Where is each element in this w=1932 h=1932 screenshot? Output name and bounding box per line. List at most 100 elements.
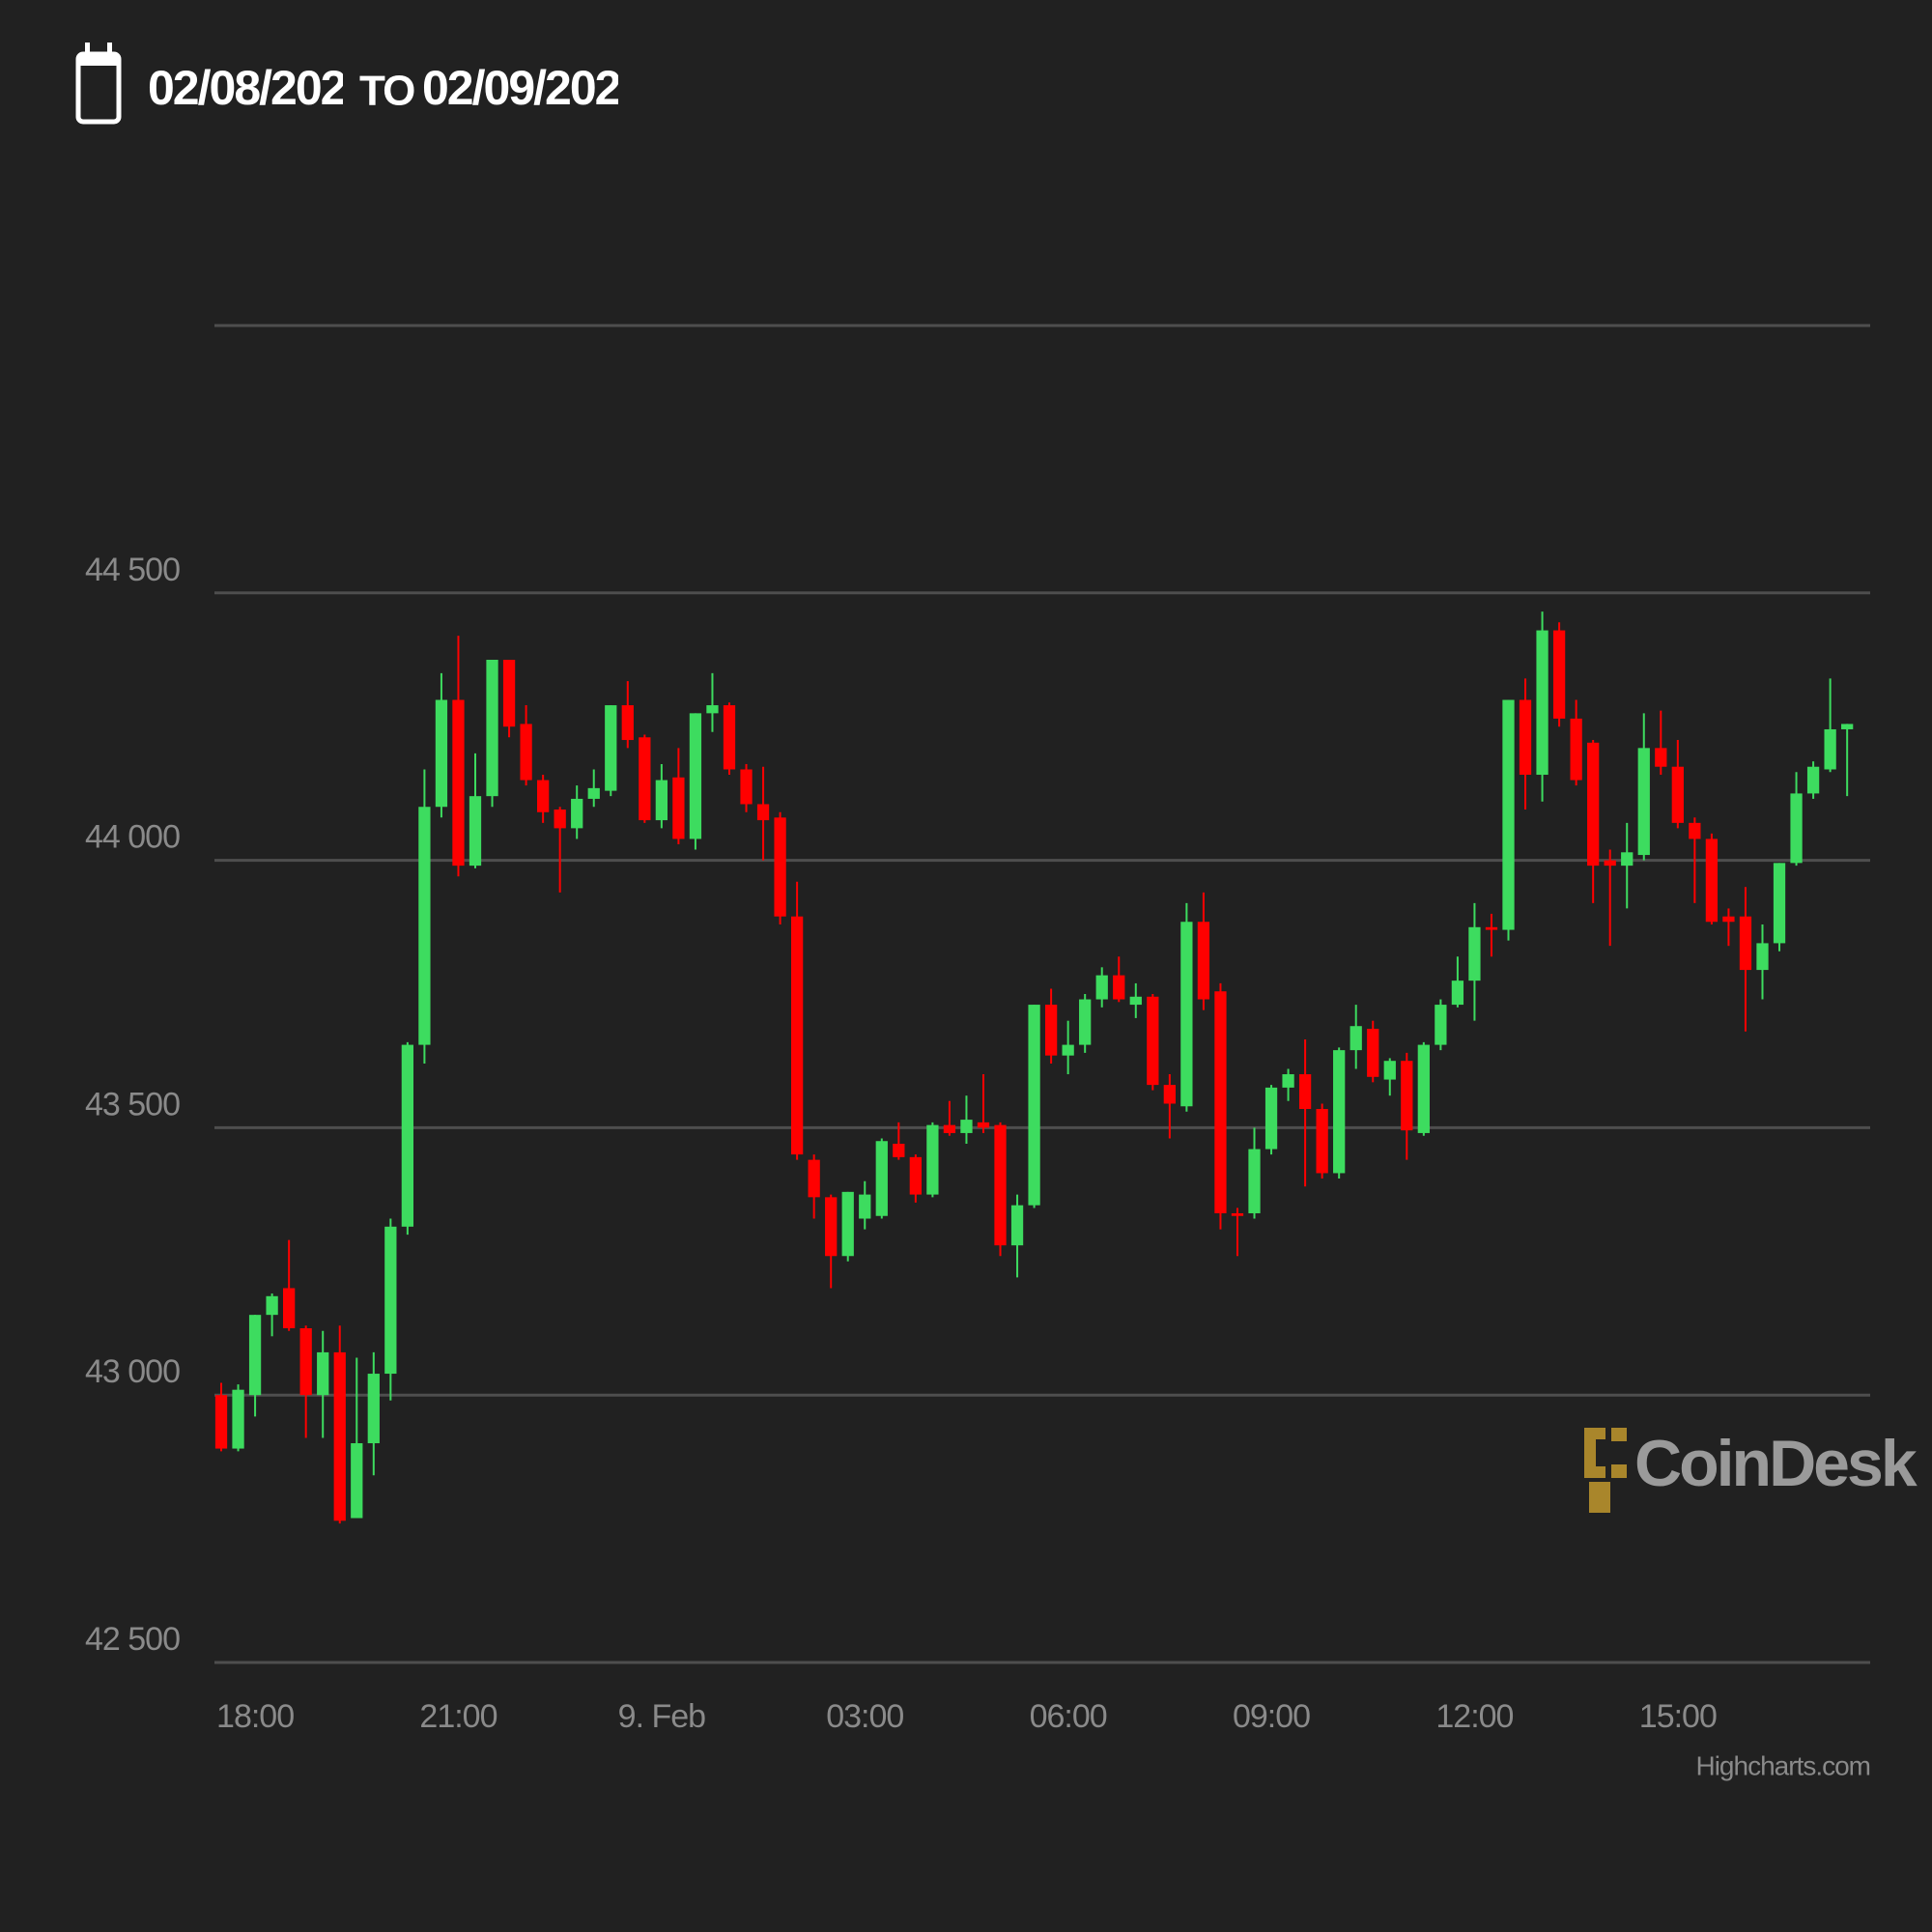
candle-body	[1163, 1085, 1176, 1104]
x-tick-label: 12:00	[1435, 1698, 1513, 1735]
candle-body	[706, 705, 719, 714]
candle-body	[1722, 916, 1735, 923]
x-tick-label: 15:00	[1639, 1698, 1717, 1735]
candle-body	[1552, 630, 1566, 719]
calendar-icon	[75, 43, 122, 125]
candle-body	[621, 705, 634, 741]
candle-body	[266, 1295, 278, 1316]
candle-body	[1621, 852, 1634, 867]
candle-body	[1350, 1026, 1362, 1051]
candle-body	[1214, 991, 1227, 1213]
candle-body	[1180, 922, 1193, 1107]
candle-body	[1316, 1109, 1328, 1174]
x-tick-label: 03:00	[826, 1698, 903, 1735]
candle-body	[587, 787, 600, 799]
candle-body	[452, 699, 465, 867]
candle-body	[790, 916, 804, 1155]
candle-body	[893, 1144, 905, 1157]
candle-body	[1502, 699, 1515, 930]
y-tick-label: 42 500	[85, 1621, 180, 1658]
candle-body	[1637, 748, 1650, 856]
candle-body	[1333, 1050, 1346, 1174]
candle-body	[486, 660, 498, 797]
candle-body	[875, 1141, 888, 1216]
candle-body	[283, 1288, 296, 1328]
candle-body	[1282, 1074, 1294, 1088]
x-tick-label: 06:00	[1030, 1698, 1107, 1735]
candle-body	[536, 780, 550, 812]
candle-body	[248, 1315, 262, 1396]
candle-body	[1655, 748, 1667, 767]
candle-body	[1417, 1044, 1430, 1133]
candle-body	[401, 1044, 414, 1227]
candle-body	[1062, 1044, 1074, 1056]
candle-body	[1028, 1005, 1040, 1206]
candle-body	[1468, 926, 1481, 981]
candle-body	[1264, 1087, 1278, 1150]
x-tick-label: 09:00	[1233, 1698, 1310, 1735]
candle-body	[1671, 766, 1684, 823]
candle-body	[1044, 1005, 1058, 1056]
candle-body	[740, 769, 753, 805]
candle-body	[1773, 863, 1786, 944]
candle-body	[960, 1120, 973, 1133]
candle-body	[520, 724, 532, 781]
candle-body	[774, 817, 786, 917]
candle-body	[367, 1374, 380, 1444]
candle-body	[1689, 822, 1701, 839]
candle-body	[1129, 996, 1142, 1006]
candle-body	[909, 1156, 922, 1195]
candle-body	[1248, 1149, 1261, 1213]
candle-body	[639, 737, 651, 821]
y-tick-label: 43 000	[85, 1353, 180, 1390]
y-tick-label: 44 500	[85, 552, 180, 588]
date-from[interactable]: 02/08/2022	[148, 61, 370, 115]
candle-body	[756, 804, 770, 821]
candle-body	[859, 1194, 871, 1219]
candle-body	[1401, 1061, 1413, 1131]
candle-body	[1485, 926, 1498, 930]
candle-body	[672, 777, 685, 839]
candle-body	[469, 796, 482, 867]
candle-body	[299, 1328, 312, 1396]
candle-body	[435, 699, 448, 808]
candle-body	[1095, 975, 1108, 1000]
candle-body	[1113, 975, 1125, 1000]
x-tick-label: 18:00	[216, 1698, 294, 1735]
candle-body	[943, 1124, 956, 1133]
date-separator: TO	[359, 68, 414, 115]
candle-body	[1790, 793, 1803, 864]
candle-body	[605, 705, 617, 791]
candle-body	[1739, 916, 1752, 971]
y-tick-label: 43 500	[85, 1086, 180, 1122]
candle-body	[571, 798, 583, 829]
date-range: 02/08/2022 TO 02/09/2022	[75, 43, 644, 125]
candle-body	[689, 713, 702, 839]
date-to[interactable]: 02/09/2022	[422, 61, 644, 115]
candle-body	[977, 1122, 990, 1128]
candle-body	[841, 1191, 854, 1257]
candle-body	[994, 1124, 1007, 1246]
candle-body	[1383, 1061, 1396, 1080]
coindesk-logo: CoinDesk	[1584, 1427, 1920, 1513]
candle-body	[1570, 718, 1582, 781]
candle-body	[384, 1226, 397, 1375]
candle-body	[1197, 922, 1210, 1000]
candle-body	[351, 1443, 363, 1519]
candle-body	[1824, 728, 1836, 770]
credits[interactable]: Highcharts.com	[1695, 1750, 1871, 1780]
candle-body	[554, 810, 566, 829]
candle-body	[1010, 1205, 1024, 1246]
candle-body	[1298, 1074, 1312, 1110]
watermark: CoinDesk	[1634, 1427, 1918, 1500]
candle-body	[333, 1351, 346, 1521]
candle-body	[214, 1395, 228, 1449]
candle-body	[232, 1389, 244, 1449]
candle-body	[317, 1351, 329, 1396]
x-tick-label: 9. Feb	[618, 1698, 705, 1735]
candle-body	[1841, 724, 1854, 729]
candle-body	[825, 1197, 838, 1257]
candle-body	[1587, 742, 1600, 867]
